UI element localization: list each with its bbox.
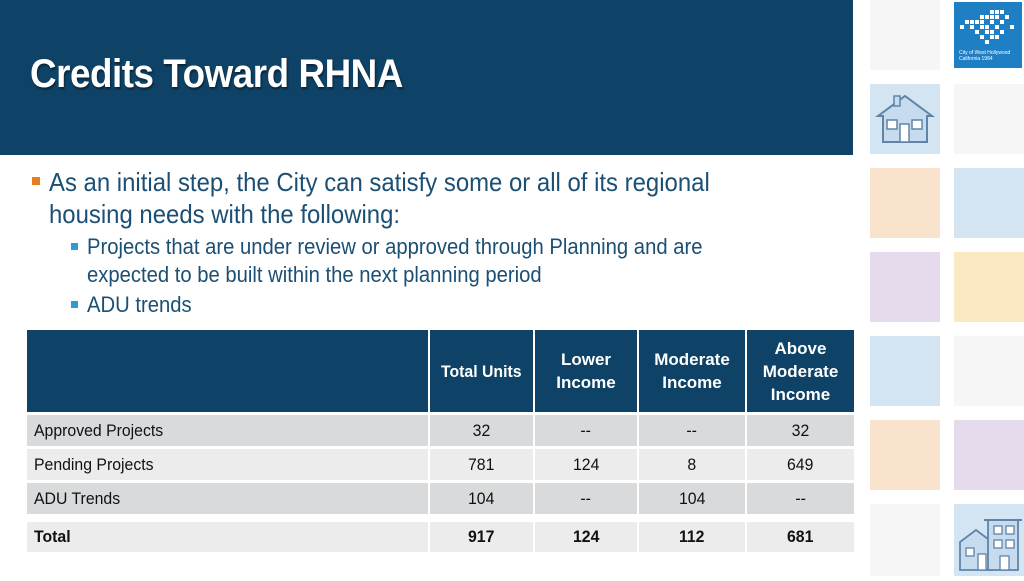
cell: Pending Projects <box>34 454 154 474</box>
title-bar: Credits Toward RHNA <box>0 0 853 155</box>
table-row: ADU Trends 104 -- 104 -- <box>27 480 854 518</box>
sub-bullet-adu-line-1: ADU trends <box>87 292 192 317</box>
cell: ADU Trends <box>34 488 121 508</box>
intro-bullet: As an initial step, the City can satisfy… <box>30 166 790 230</box>
cell: -- <box>795 488 806 508</box>
sub-bullet-projects: Projects that are under review or approv… <box>30 233 790 289</box>
header-lower-income-l2: Income <box>556 373 616 392</box>
cell: -- <box>686 420 698 440</box>
total-moderate-income: 112 <box>637 514 746 552</box>
sub-bullet-adu: ADU trends <box>30 291 790 319</box>
table-row: Approved Projects 32 -- -- 32 <box>27 412 854 448</box>
deco-tile <box>870 504 940 576</box>
cell-moderate-income: -- <box>637 412 746 448</box>
header-total-units-label: Total Units <box>441 361 522 381</box>
header-above-moderate-l1: Above <box>774 338 827 358</box>
cell-above-moderate: 649 <box>745 446 854 482</box>
header-above-moderate-l3: Income <box>770 384 831 404</box>
intro-line-1: As an initial step, the City can satisfy… <box>49 167 710 197</box>
header-blank <box>27 330 429 414</box>
cell: 124 <box>572 527 600 546</box>
deco-tile <box>870 420 940 490</box>
deco-tile <box>954 168 1024 238</box>
cell-above-moderate: -- <box>745 480 854 518</box>
cell-lower-income: -- <box>533 412 638 448</box>
deco-tile <box>954 504 1024 576</box>
slide-title: Credits Toward RHNA <box>30 52 403 96</box>
city-logo-line-1: City of West Hollywood <box>959 50 1011 56</box>
cell: 104 <box>468 488 495 508</box>
deco-tile <box>954 252 1024 322</box>
cell: 8 <box>687 454 697 474</box>
deco-tile <box>870 0 940 70</box>
bullet-list: As an initial step, the City can satisfy… <box>30 166 790 319</box>
cell: Total <box>34 527 71 546</box>
cell: 124 <box>572 454 600 474</box>
header-above-moderate-l2: Moderate <box>762 361 839 381</box>
cell-lower-income: -- <box>533 480 638 518</box>
header-lower-income-l1: Lower <box>560 350 612 369</box>
row-label: ADU Trends <box>27 480 429 518</box>
deco-tile <box>870 336 940 406</box>
cell: 781 <box>468 454 495 474</box>
deco-tile <box>954 420 1024 490</box>
cell: 681 <box>787 527 814 546</box>
townhouse-icon <box>959 519 1022 571</box>
total-label: Total <box>27 514 429 552</box>
cell: 112 <box>679 527 705 546</box>
row-label: Approved Projects <box>27 412 429 448</box>
city-logo-text: City of West Hollywood California 1984 <box>959 50 1019 62</box>
city-logo-icon <box>960 10 1014 44</box>
cell: 104 <box>678 488 706 508</box>
header-total-units: Total Units <box>428 330 534 414</box>
city-logo-line-2: California 1984 <box>959 56 993 62</box>
credits-table: Total Units Lower Income Moderate Income A… <box>27 330 854 552</box>
deco-tile <box>870 252 940 322</box>
deco-tile <box>870 84 940 154</box>
cell: -- <box>580 488 592 508</box>
table-row: Pending Projects 781 124 8 649 <box>27 446 854 482</box>
cell-total-units: 32 <box>428 412 534 448</box>
cell-moderate-income: 104 <box>637 480 746 518</box>
cell: -- <box>580 420 592 440</box>
table-header-row: Total Units Lower Income Moderate Income A… <box>27 330 854 414</box>
deco-tile <box>870 168 940 238</box>
deco-tile <box>954 336 1024 406</box>
sub-bullet-projects-line-2: expected to be built within the next pla… <box>87 262 542 287</box>
house-icon <box>874 94 936 143</box>
header-above-moderate-income: Above Moderate Income <box>745 330 854 414</box>
row-label: Pending Projects <box>27 446 429 482</box>
total-above-moderate: 681 <box>745 514 854 552</box>
cell-lower-income: 124 <box>533 446 638 482</box>
header-lower-income: Lower Income <box>533 330 638 414</box>
cell-above-moderate: 32 <box>745 412 854 448</box>
cell: 917 <box>468 527 495 546</box>
cell: 32 <box>472 420 491 440</box>
header-moderate-income-l1: Moderate <box>654 350 730 369</box>
total-units: 917 <box>428 514 534 552</box>
cell: Approved Projects <box>34 420 164 440</box>
header-moderate-income-l2: Income <box>662 373 722 392</box>
cell: 649 <box>787 454 814 474</box>
cell: 32 <box>791 420 810 440</box>
city-logo: City of West Hollywood California 1984 <box>954 2 1022 68</box>
cell-total-units: 104 <box>428 480 534 518</box>
intro-line-2: housing needs with the following: <box>49 199 401 229</box>
sub-bullet-projects-line-1: Projects that are under review or approv… <box>87 234 703 259</box>
cell-total-units: 781 <box>428 446 534 482</box>
table-total-row: Total 917 124 112 681 <box>27 514 854 552</box>
header-moderate-income: Moderate Income <box>637 330 746 414</box>
deco-tile <box>954 84 1024 154</box>
total-lower-income: 124 <box>533 514 638 552</box>
cell-moderate-income: 8 <box>637 446 746 482</box>
